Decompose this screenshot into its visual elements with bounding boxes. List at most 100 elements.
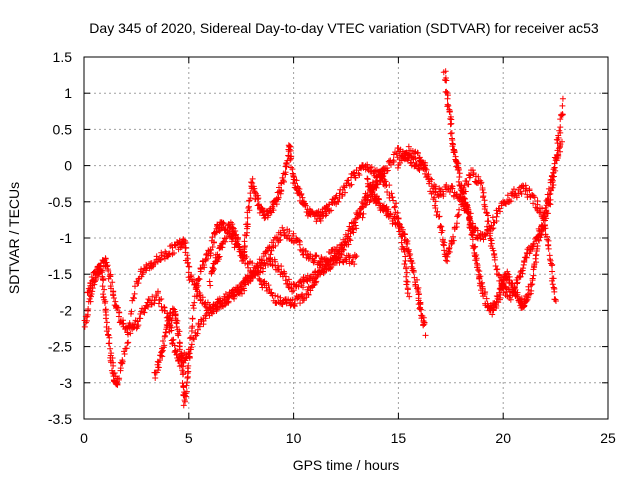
data-point [178, 359, 185, 366]
data-point [135, 322, 142, 329]
y-tick-label: -1 [60, 230, 73, 246]
data-point [432, 198, 439, 205]
data-point [342, 238, 349, 245]
data-point [89, 278, 96, 285]
data-point [534, 242, 541, 249]
data-point [191, 299, 198, 306]
data-point [258, 205, 265, 212]
data-point [369, 179, 376, 186]
data-point [99, 283, 106, 290]
data-point [550, 173, 557, 180]
data-point [456, 206, 463, 213]
data-point [533, 251, 540, 258]
data-point [157, 257, 164, 264]
data-point [483, 295, 490, 302]
series-track-c [151, 219, 360, 409]
data-point [180, 370, 187, 377]
data-point [401, 261, 408, 268]
data-point [165, 251, 172, 258]
data-point [209, 243, 216, 250]
data-point [418, 306, 425, 313]
data-point [341, 241, 348, 248]
data-point [539, 205, 546, 212]
data-point [114, 381, 121, 388]
data-point [472, 243, 479, 250]
data-point [291, 300, 298, 307]
data-point [241, 287, 248, 294]
data-point [545, 241, 552, 248]
data-point [186, 353, 193, 360]
data-point [328, 207, 335, 214]
x-tick-label: 15 [391, 430, 407, 446]
data-point [395, 215, 402, 222]
data-point [249, 175, 256, 182]
y-tick-label: 0.5 [53, 121, 73, 137]
data-point [245, 205, 252, 212]
data-point [348, 223, 355, 230]
data-point [453, 220, 460, 227]
data-point [480, 189, 487, 196]
data-point [550, 275, 557, 282]
data-point [273, 201, 280, 208]
data-point [283, 160, 290, 167]
data-point [407, 255, 414, 262]
data-point [489, 311, 496, 318]
data-point [463, 178, 470, 185]
data-point [465, 181, 472, 188]
data-point [448, 129, 455, 136]
data-point [402, 257, 409, 264]
data-point [223, 235, 230, 242]
data-point [469, 220, 476, 227]
data-point [353, 225, 360, 232]
data-point [548, 187, 555, 194]
data-point [450, 141, 457, 148]
data-point [255, 201, 262, 208]
data-point [186, 263, 193, 270]
data-point [326, 265, 333, 272]
data-point [136, 315, 143, 322]
data-point [387, 210, 394, 217]
data-point [521, 259, 528, 266]
data-point [336, 190, 343, 197]
y-tick-label: -2.5 [48, 339, 72, 355]
data-point [245, 203, 252, 210]
data-point [241, 242, 248, 249]
data-point [175, 356, 182, 363]
data-point [526, 187, 533, 194]
data-point [209, 234, 216, 241]
data-point [370, 187, 377, 194]
data-point [376, 168, 383, 175]
y-tick-label: -3.5 [48, 411, 72, 427]
data-point [195, 282, 202, 289]
data-point [166, 321, 173, 328]
chart-title: Day 345 of 2020, Sidereal Day-to-day VTE… [89, 20, 599, 36]
data-point [559, 111, 566, 118]
data-point [156, 357, 163, 364]
data-point [203, 255, 210, 262]
data-point [155, 364, 162, 371]
data-point [246, 277, 253, 284]
data-point [555, 134, 562, 141]
data-point [467, 210, 474, 217]
data-point [479, 283, 486, 290]
data-point [295, 185, 302, 192]
data-point [184, 252, 191, 259]
data-point [277, 236, 284, 243]
data-point [184, 365, 191, 372]
data-point [311, 257, 318, 264]
data-point [145, 296, 152, 303]
data-point [458, 195, 465, 202]
data-point [440, 190, 447, 197]
data-point [415, 150, 422, 157]
data-point [181, 392, 188, 399]
data-point [522, 254, 529, 261]
data-point [155, 367, 162, 374]
data-point [341, 189, 348, 196]
data-point [317, 262, 324, 269]
data-point [412, 162, 419, 169]
data-point [172, 312, 179, 319]
data-point [489, 226, 496, 233]
data-point [163, 329, 170, 336]
data-point [443, 257, 450, 264]
data-point [364, 161, 371, 168]
